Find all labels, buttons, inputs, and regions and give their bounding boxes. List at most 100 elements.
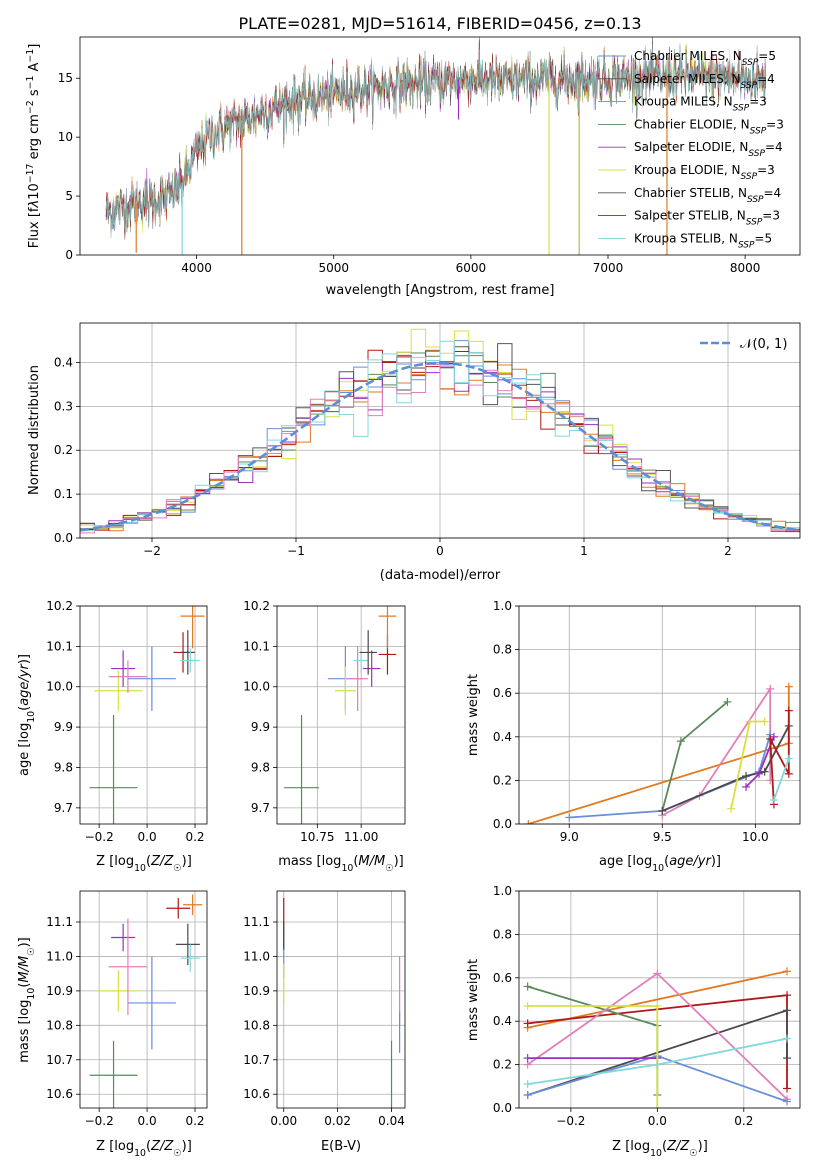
data-point	[180, 606, 205, 649]
y-tick-label: 10.6	[46, 1087, 73, 1101]
plot-area	[524, 682, 793, 824]
plus-marker	[766, 684, 775, 693]
y-tick-label: 9.9	[251, 720, 270, 734]
data-point	[111, 650, 136, 687]
x-tick-label: 9.0	[560, 830, 579, 844]
x-axis-label: (data-model)/error	[380, 568, 501, 583]
figure-title: PLATE=0281, MJD=51614, FIBERID=0456, z=0…	[238, 14, 641, 33]
y-axis-label: mass weight	[466, 674, 481, 756]
panel-age-vs-mass: 10.75 11.00 9.7 9.8 9.9 10.0 10.1 10.2	[243, 599, 406, 844]
plus-marker	[524, 820, 533, 824]
y-tick-label: 0.8	[493, 927, 512, 941]
x-tick-label: −2	[143, 544, 161, 558]
y-tick-label: 0.2	[54, 443, 73, 457]
x-tick-label: −0.2	[85, 1114, 114, 1128]
panel-mass-weight-vs-age: 9.0 9.5 10.0 0.0 0.2 0.4 0.6 0.8 1.0	[493, 599, 801, 844]
y-tick-label: 15	[58, 71, 73, 85]
y-tick-label: 9.8	[54, 760, 73, 774]
y-tick-label: 10.7	[243, 1053, 270, 1067]
legend-entry: Chabrier MILES, NSSP=5	[634, 49, 776, 68]
data-point	[180, 648, 200, 673]
y-tick-label: 10.7	[46, 1053, 73, 1067]
plus-marker	[523, 1090, 532, 1099]
plus-marker	[760, 767, 769, 776]
x-tick-label: 8000	[730, 261, 761, 275]
data-point	[127, 956, 176, 1050]
x-axis-label: mass [log10(M/M☉)]	[278, 854, 404, 874]
y-axis-label: Flux [fλ10−17 erg cm−2 s−1 A−1]	[25, 44, 43, 249]
y-tick-label: 0.3	[54, 399, 73, 413]
x-tick-label: 11.00	[344, 830, 378, 844]
data-point	[89, 1040, 138, 1108]
normal-curve	[80, 361, 800, 532]
x-tick-label: 5000	[318, 261, 349, 275]
plot-area	[523, 967, 792, 1108]
y-axis-label: mass [log10(M/M☉)]	[17, 937, 37, 1063]
spectrum-line	[105, 42, 766, 236]
x-tick-label: 1	[580, 544, 588, 558]
plus-marker	[653, 1060, 662, 1069]
y-tick-label: 1.0	[493, 599, 512, 613]
plus-marker	[766, 734, 775, 743]
x-axis-label: Z [log10(Z/Z☉)]	[96, 1139, 192, 1159]
plus-marker	[784, 706, 793, 715]
plus-marker	[745, 717, 754, 726]
y-axis-label: mass weight	[466, 959, 481, 1041]
x-axis-label: age [log10(age/yr)]	[599, 854, 721, 874]
histogram-series	[80, 340, 800, 532]
plus-marker	[523, 1019, 532, 1028]
plus-marker	[783, 1006, 792, 1015]
y-tick-label: 5	[65, 189, 73, 203]
plus-marker	[658, 806, 667, 815]
y-tick-label: 9.9	[54, 720, 73, 734]
plus-marker	[784, 754, 793, 763]
x-tick-label: 0.04	[378, 1114, 405, 1128]
plus-marker	[784, 682, 793, 691]
y-tick-label: 11.1	[243, 915, 270, 929]
y-tick-label: 10	[58, 130, 73, 144]
plus-marker	[783, 967, 792, 976]
x-tick-label: 0.0	[648, 1114, 667, 1128]
y-tick-label: 10.0	[46, 680, 73, 694]
mass-weight-series	[528, 686, 790, 824]
plus-marker	[653, 1002, 662, 1011]
x-tick-label: 9.5	[653, 830, 672, 844]
plus-marker	[769, 796, 778, 805]
y-tick-label: 10.2	[243, 599, 270, 613]
legend-entry: Chabrier STELIB, NSSP=4	[634, 186, 781, 205]
mass-weight-series	[773, 758, 790, 801]
plus-marker	[523, 982, 532, 991]
y-tick-label: 0.0	[54, 531, 73, 545]
y-tick-label: 11.1	[46, 915, 73, 929]
legend-entry: Salpeter ELODIE, NSSP=4	[634, 140, 783, 159]
data-point	[180, 944, 200, 972]
legend-entry: Salpeter MILES, NSSP=4	[634, 72, 775, 91]
data-point	[175, 923, 200, 966]
x-tick-label: −0.2	[556, 1114, 585, 1128]
y-tick-label: 0.0	[493, 817, 512, 831]
y-tick-label: 0.2	[493, 773, 512, 787]
x-tick-label: 4000	[181, 261, 212, 275]
data-point	[378, 606, 397, 649]
plus-marker	[523, 1054, 532, 1063]
plus-marker	[653, 969, 662, 978]
legend-entry: Kroupa MILES, NSSP=3	[634, 95, 767, 114]
y-tick-label: 0	[65, 248, 73, 262]
y-tick-label: 0.4	[493, 1014, 512, 1028]
y-tick-label: 10.8	[243, 1018, 270, 1032]
panel-spectrum: Chabrier MILES, NSSP=5 Salpeter MILES, NS…	[58, 36, 801, 275]
y-tick-label: 1.0	[493, 884, 512, 898]
x-tick-label: −1	[287, 544, 305, 558]
y-tick-label: 10.2	[46, 599, 73, 613]
plus-marker	[653, 1104, 662, 1108]
y-axis-label: age [log10(age/yr)]	[17, 654, 37, 776]
y-tick-label: 10.6	[243, 1087, 270, 1101]
x-tick-label: 0.0	[138, 1114, 157, 1128]
axes-frame	[518, 890, 801, 1109]
plot-area	[80, 328, 800, 534]
x-tick-label: 2	[724, 544, 732, 558]
legend-entry: Kroupa STELIB, NSSP=5	[634, 231, 772, 250]
panel-mass-vs-Z: −0.2 0.0 0.2 10.6 10.7 10.8 10.9 11.0 11.1	[46, 890, 208, 1128]
axes-frame	[79, 890, 208, 1109]
